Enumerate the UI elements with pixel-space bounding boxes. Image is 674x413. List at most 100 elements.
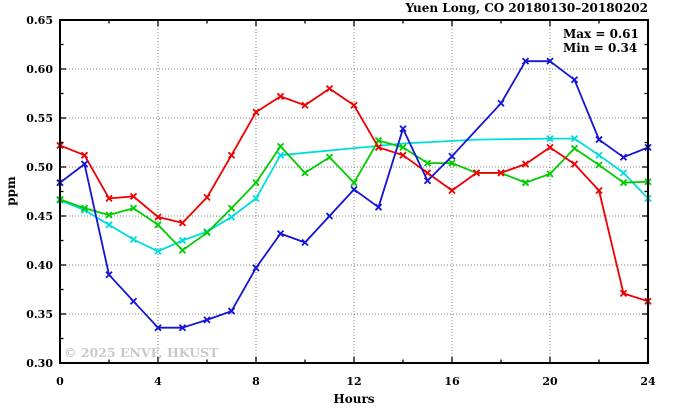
red-series-marker	[325, 84, 334, 93]
x-tick-label: 24	[640, 375, 656, 388]
red-series-marker	[203, 193, 211, 202]
green-series-marker	[546, 170, 554, 178]
chart-title: Yuen Long, CO 20180130–20180202	[405, 1, 648, 15]
red-series-marker	[448, 186, 456, 195]
cyan-series-marker	[154, 247, 162, 255]
cyan-series-marker	[619, 169, 628, 177]
blue-series-marker	[619, 153, 628, 161]
y-tick-label: 0.35	[26, 308, 53, 321]
red-series-marker	[252, 108, 260, 116]
red-series-marker	[374, 143, 383, 152]
blue-series-marker	[399, 125, 407, 133]
blue-series-marker	[301, 238, 309, 247]
green-series-marker	[80, 204, 89, 212]
red-series-marker	[570, 160, 579, 168]
red-series-marker	[546, 143, 554, 152]
green-series-marker	[325, 153, 334, 161]
y-axis-label: ppm	[4, 176, 18, 206]
blue-series-marker	[105, 271, 113, 279]
blue-series-line	[59, 60, 649, 329]
x-tick-label: 16	[444, 375, 460, 388]
red-series-marker	[619, 289, 628, 298]
red-series-marker	[80, 151, 89, 159]
x-tick-label: 8	[252, 375, 260, 388]
red-series-marker	[227, 151, 236, 159]
blue-series-marker	[276, 230, 285, 238]
red-series-marker	[301, 101, 309, 109]
cyan-series-marker	[129, 235, 138, 244]
red-series-marker	[154, 213, 162, 221]
blue-series-marker	[497, 99, 505, 107]
y-tick-label: 0.55	[26, 112, 53, 125]
red-series-marker	[350, 101, 358, 109]
green-series-marker	[105, 211, 113, 219]
tick-label-layer: 0 4 8 12 16 20 24 0.30 0.35 0.40 0.45 0.50 0.55 0.60 0…	[26, 14, 656, 388]
green-series-marker	[423, 159, 432, 167]
blue-series-marker	[203, 316, 211, 324]
y-tick-label: 0.30	[26, 357, 53, 370]
cyan-series-marker	[546, 134, 554, 143]
red-series-marker	[497, 169, 505, 177]
blue-series-marker	[129, 297, 138, 305]
cyan-series-marker	[595, 151, 603, 159]
x-tick-label: 12	[346, 375, 361, 388]
cyan-series-marker	[227, 213, 236, 221]
green-series-marker	[178, 246, 187, 254]
blue-series-marker	[423, 177, 432, 185]
blue-series-marker	[546, 57, 554, 65]
x-axis-label: Hours	[333, 392, 374, 406]
blue-series-marker	[570, 76, 579, 84]
blue-series-marker	[521, 57, 530, 65]
x-tick-label: 4	[154, 375, 162, 388]
blue-series-marker	[252, 264, 260, 272]
cyan-series-marker	[105, 221, 113, 229]
blue-series-marker	[350, 185, 358, 194]
y-tick-label: 0.40	[26, 259, 53, 272]
blue-series-marker	[80, 160, 89, 168]
red-series-marker	[595, 186, 603, 195]
green-series-marker	[595, 161, 603, 169]
y-tick-label: 0.65	[26, 14, 53, 27]
y-tick-label: 0.60	[26, 63, 53, 76]
red-series-marker	[178, 219, 187, 227]
cyan-series-marker	[570, 134, 579, 143]
blue-series-marker	[595, 135, 603, 144]
green-series-marker	[129, 204, 138, 212]
green-series-marker	[227, 204, 236, 212]
red-series-marker	[472, 169, 481, 177]
green-series-marker	[252, 179, 260, 187]
watermark: © 2025 ENVF, HKUST	[64, 345, 219, 360]
green-series	[56, 136, 652, 254]
grid-layer	[60, 20, 648, 363]
cyan-series-marker	[276, 151, 285, 159]
blue-series-marker	[325, 212, 334, 220]
red-series-marker	[399, 151, 407, 159]
green-series-marker	[448, 159, 456, 167]
green-series-marker	[399, 143, 407, 152]
green-series-marker	[276, 142, 285, 151]
green-series-marker	[203, 229, 211, 237]
x-tick-label: 0	[56, 375, 64, 388]
max-annotation: Max = 0.61	[563, 27, 639, 41]
red-series-marker	[105, 194, 113, 202]
green-series-marker	[521, 179, 530, 187]
blue-series-marker	[178, 324, 187, 332]
green-series-marker	[619, 179, 628, 187]
blue-series-marker	[448, 152, 456, 160]
green-series-marker	[570, 144, 579, 153]
min-annotation: Min = 0.34	[563, 41, 637, 55]
y-tick-label: 0.45	[26, 210, 53, 223]
blue-series-marker	[154, 324, 162, 332]
green-series-marker	[301, 169, 309, 177]
green-series-marker	[350, 179, 358, 187]
cyan-series-marker	[252, 194, 260, 202]
blue-series-marker	[374, 203, 383, 211]
x-tick-label: 20	[542, 375, 558, 388]
red-series-marker	[129, 192, 138, 201]
plot-border	[59, 19, 649, 364]
blue-series-marker	[227, 307, 236, 315]
cyan-series-marker	[178, 236, 187, 245]
series-layer	[56, 57, 652, 332]
